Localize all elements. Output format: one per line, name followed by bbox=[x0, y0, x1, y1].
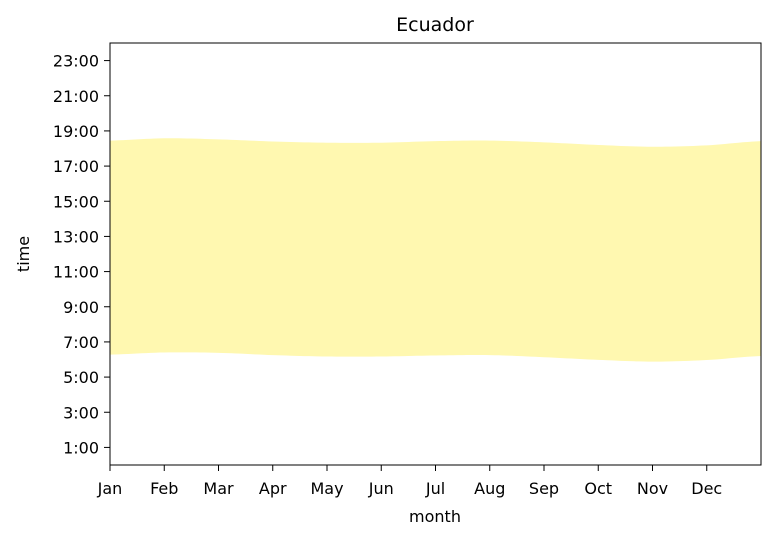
x-tick-label: Jul bbox=[425, 479, 445, 498]
x-tick-label: Nov bbox=[637, 479, 668, 498]
y-tick-label: 1:00 bbox=[63, 438, 99, 457]
y-tick-label: 23:00 bbox=[53, 52, 99, 71]
x-tick-label: Oct bbox=[584, 479, 612, 498]
y-axis: 1:00 3:00 5:00 7:00 9:00 11:00 13:00 15:00 17:00… bbox=[53, 52, 110, 457]
y-axis-label: time bbox=[14, 236, 33, 272]
x-tick-label: Apr bbox=[259, 479, 287, 498]
x-tick-label: Feb bbox=[150, 479, 178, 498]
x-tick-label: Mar bbox=[203, 479, 234, 498]
y-tick-label: 11:00 bbox=[53, 263, 99, 282]
x-tick-label: Sep bbox=[529, 479, 559, 498]
y-tick-label: 21:00 bbox=[53, 87, 99, 106]
daylight-band bbox=[110, 138, 761, 362]
x-tick-label: May bbox=[310, 479, 343, 498]
y-tick-label: 3:00 bbox=[63, 403, 99, 422]
y-tick-label: 5:00 bbox=[63, 368, 99, 387]
y-tick-label: 7:00 bbox=[63, 333, 99, 352]
x-axis-label: month bbox=[409, 507, 461, 526]
x-tick-label: Dec bbox=[691, 479, 722, 498]
x-tick-label: Jun bbox=[368, 479, 394, 498]
x-axis: Jan Feb Mar Apr May Jun Jul Aug Sep Oct Nov Dec bbox=[97, 465, 722, 498]
x-tick-label: Aug bbox=[474, 479, 505, 498]
y-tick-label: 19:00 bbox=[53, 122, 99, 141]
y-tick-label: 9:00 bbox=[63, 298, 99, 317]
y-tick-label: 17:00 bbox=[53, 157, 99, 176]
x-tick-label: Jan bbox=[97, 479, 123, 498]
y-tick-label: 13:00 bbox=[53, 227, 99, 246]
chart-title: Ecuador bbox=[396, 14, 474, 36]
y-tick-label: 15:00 bbox=[53, 192, 99, 211]
